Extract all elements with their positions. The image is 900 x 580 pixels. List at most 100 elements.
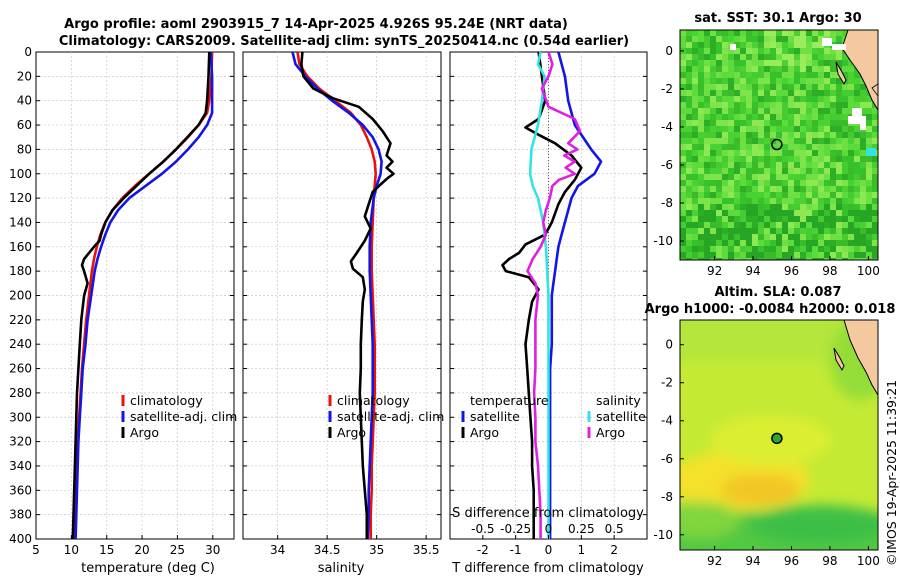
- sst-cell: [740, 240, 746, 246]
- sst-cell: [848, 126, 854, 132]
- salinity-legend: climatology satellite-adj. clim Argo: [328, 393, 444, 440]
- sst-cell: [806, 72, 812, 78]
- sst-cell: [794, 258, 800, 260]
- sst-cell: [800, 252, 806, 258]
- sst-cell: [866, 192, 872, 198]
- sst-cell: [842, 66, 848, 72]
- sst-cell: [848, 138, 854, 144]
- sst-cell: [686, 54, 692, 60]
- sla-map-subtitle: Argo h1000: -0.0084 h2000: 0.018: [645, 302, 896, 317]
- xtick-label: 15: [99, 543, 114, 557]
- sst-cell: [794, 132, 800, 138]
- difference-legend: temperature salinity satellite Argo sate…: [461, 393, 646, 440]
- figure-title-line1: Argo profile: aoml 2903915_7 14-Apr-2025…: [64, 17, 568, 32]
- sst-cell: [854, 144, 860, 150]
- sst-cell: [698, 150, 704, 156]
- sst-cell: [746, 54, 752, 60]
- xtick-label: 5: [32, 543, 40, 557]
- sst-cell: [728, 72, 734, 78]
- map-xtick-label: 98: [822, 554, 837, 568]
- sst-cell: [782, 174, 788, 180]
- sst-cell: [692, 174, 698, 180]
- sst-cell: [872, 168, 878, 174]
- sst-cell: [734, 90, 740, 96]
- sst-cell: [680, 54, 686, 60]
- sst-cell: [842, 240, 848, 246]
- sst-cell: [758, 42, 764, 48]
- sst-cell: [710, 168, 716, 174]
- sst-cell: [854, 174, 860, 180]
- sst-cell: [692, 84, 698, 90]
- sst-cell: [686, 228, 692, 234]
- sst-cell: [782, 120, 788, 126]
- sst-cell: [818, 54, 824, 60]
- sst-cell: [824, 174, 830, 180]
- sst-cell: [830, 60, 836, 66]
- sst-cell: [680, 156, 686, 162]
- map-ytick-label: -6: [661, 158, 673, 172]
- sst-cell: [842, 150, 848, 156]
- sst-cell: [842, 174, 848, 180]
- sst-cell: [782, 198, 788, 204]
- sst-cell: [836, 240, 842, 246]
- sst-cell: [692, 204, 698, 210]
- sst-cell: [776, 84, 782, 90]
- sst-cell: [740, 78, 746, 84]
- sst-cell: [848, 228, 854, 234]
- sst-cell: [770, 180, 776, 186]
- sst-cell: [686, 240, 692, 246]
- sst-cell: [836, 36, 842, 42]
- sst-cell: [722, 180, 728, 186]
- sst-cell: [686, 204, 692, 210]
- sst-cell: [686, 144, 692, 150]
- sst-cell: [734, 102, 740, 108]
- sst-cell: [794, 54, 800, 60]
- sst-cell: [764, 96, 770, 102]
- difference-panel: -2 -1 0 1 2 S difference from climatology -0…: [449, 51, 648, 576]
- sst-cell: [758, 156, 764, 162]
- sst-cell: [758, 60, 764, 66]
- sst-cell: [794, 72, 800, 78]
- ytick-label: 20: [17, 69, 32, 83]
- sst-cell: [728, 114, 734, 120]
- sst-cell: [686, 246, 692, 252]
- sst-cell: [842, 192, 848, 198]
- sst-cell: [854, 240, 860, 246]
- salinity-panel: 34 34.5 35 35.5 salinity climatology satell…: [242, 51, 444, 576]
- sst-cell: [722, 186, 728, 192]
- sst-cell: [818, 216, 824, 222]
- sst-cell: [740, 192, 746, 198]
- sst-cell: [758, 48, 764, 54]
- sst-cell: [824, 72, 830, 78]
- sst-cell: [848, 108, 854, 114]
- sst-cell: [800, 30, 806, 36]
- sst-cell: [758, 162, 764, 168]
- sst-cell: [746, 228, 752, 234]
- sst-cell: [830, 36, 836, 42]
- series-line-t-argo: [501, 51, 583, 539]
- sst-cell: [692, 30, 698, 36]
- sst-cell: [770, 234, 776, 240]
- sst-cell: [710, 210, 716, 216]
- sst-cell: [806, 222, 812, 228]
- sst-cell: [734, 228, 740, 234]
- sst-cell: [866, 168, 872, 174]
- sst-cell: [746, 186, 752, 192]
- sst-cell: [824, 108, 830, 114]
- sst-cell: [704, 186, 710, 192]
- sst-cell: [758, 204, 764, 210]
- sst-cell: [854, 102, 860, 108]
- sla-land: [843, 320, 878, 396]
- sst-cell: [722, 234, 728, 240]
- sst-cell: [872, 228, 878, 234]
- sst-cell: [848, 180, 854, 186]
- sst-cell: [734, 162, 740, 168]
- sst-cell: [728, 198, 734, 204]
- sst-cell: [722, 102, 728, 108]
- sst-cell: [848, 162, 854, 168]
- xtick-label: 35.5: [413, 543, 440, 557]
- sst-cell: [704, 114, 710, 120]
- sst-cell: [800, 210, 806, 216]
- sst-cell: [782, 72, 788, 78]
